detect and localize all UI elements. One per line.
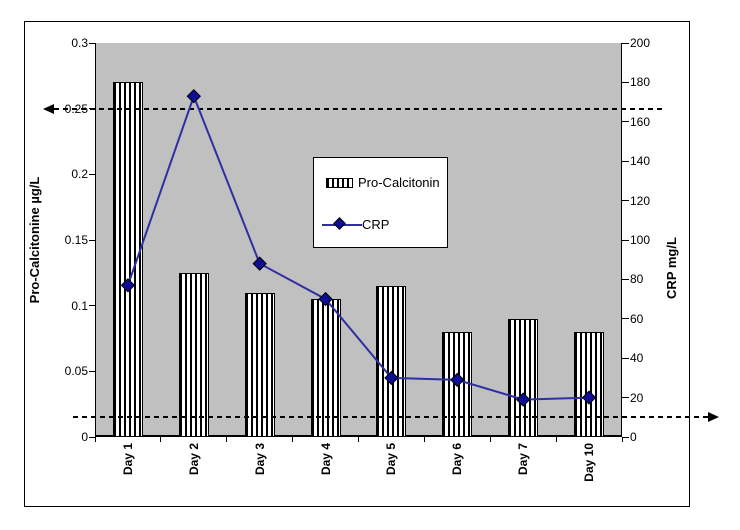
left-axis-tick-label: 0 <box>81 430 88 444</box>
bar-day-10 <box>574 331 605 437</box>
legend: Pro-Calcitonin CRP <box>313 157 448 248</box>
bar-day-1 <box>112 82 143 437</box>
left-axis-tick-label: 0.2 <box>71 167 88 182</box>
right-axis-tick-label: 180 <box>630 75 651 90</box>
right-axis-tick-label: 40 <box>630 351 644 366</box>
x-axis-label: Day 4 <box>318 443 333 476</box>
right-axis-tick-label: 80 <box>630 272 644 287</box>
crp-marker <box>252 256 267 271</box>
crp-marker <box>318 291 333 307</box>
legend-bar-swatch-icon <box>326 178 353 188</box>
reference-line-lower <box>73 416 708 419</box>
right-axis-tick <box>622 121 629 123</box>
right-axis-tick-label: 0 <box>630 430 637 444</box>
x-axis-tick <box>358 437 359 442</box>
left-axis-tick <box>89 305 95 307</box>
bar-day-3 <box>244 292 275 437</box>
arrow-right-icon <box>708 412 719 423</box>
bar-day-6 <box>442 331 473 437</box>
right-axis-tick-label: 140 <box>630 154 651 169</box>
x-axis-label: Day 2 <box>186 443 201 476</box>
left-axis-tick <box>89 173 95 175</box>
x-axis-tick <box>292 437 294 442</box>
right-axis-tick <box>622 436 629 438</box>
crp-line <box>126 93 590 401</box>
right-axis-tick <box>622 160 629 162</box>
bar-day-2 <box>178 272 209 437</box>
crp-marker <box>186 88 202 104</box>
left-axis-tick <box>89 436 95 438</box>
x-axis-tick <box>94 437 96 442</box>
left-axis-tick-label: 0.25 <box>64 101 88 116</box>
right-axis-tick-label: 20 <box>630 390 644 405</box>
x-axis-tick <box>423 437 425 442</box>
left-axis-tick <box>89 370 95 372</box>
crp-marker <box>384 370 399 386</box>
x-axis-label: Day 6 <box>450 443 465 476</box>
right-axis-tick <box>622 318 629 320</box>
right-axis-tick-label: 200 <box>630 36 651 50</box>
legend-label-crp: CRP <box>362 217 390 232</box>
right-axis-tick-label: 60 <box>630 311 644 326</box>
right-axis-tick <box>622 81 629 83</box>
left-axis-tick-label: 0.05 <box>64 364 88 379</box>
crp-marker <box>581 390 597 405</box>
crp-marker <box>450 372 465 388</box>
left-axis-tick <box>89 239 95 241</box>
x-axis-label: Day 10 <box>582 443 597 482</box>
x-axis-label: Day 5 <box>384 443 399 476</box>
x-axis-label: Day 7 <box>516 443 531 476</box>
right-axis-tick <box>622 397 629 399</box>
right-axis-tick <box>622 278 629 280</box>
x-axis-tick <box>555 437 557 442</box>
x-axis-tick <box>621 437 623 442</box>
right-axis-tick <box>622 42 629 44</box>
arrow-left-icon <box>43 103 54 114</box>
x-axis-tick <box>489 437 491 442</box>
crp-marker <box>515 392 531 407</box>
right-axis-tick <box>622 357 629 359</box>
diamond-marker-icon <box>333 217 346 230</box>
x-axis-tick <box>160 437 162 442</box>
right-axis-tick-label: 160 <box>630 114 651 129</box>
crp-line-layer <box>120 88 597 407</box>
crp-marker <box>120 278 136 293</box>
bar-day-4 <box>310 299 341 437</box>
x-axis-label: Day 1 <box>120 443 135 476</box>
right-axis-tick <box>622 239 629 241</box>
reference-line-upper <box>54 107 665 110</box>
right-axis-tick-label: 100 <box>630 233 651 247</box>
x-axis-tick <box>226 437 228 442</box>
x-axis-label: Day 3 <box>252 443 267 476</box>
left-axis-tick-label: 0.1 <box>71 298 88 313</box>
legend-label-pro-calcitonin: Pro-Calcitonin <box>358 175 440 190</box>
left-axis-tick <box>89 42 95 44</box>
right-axis-tick <box>622 200 629 202</box>
left-axis-tick-label: 0.15 <box>64 233 88 247</box>
right-axis-tick-label: 120 <box>630 193 651 208</box>
left-axis-tick-label: 0.3 <box>71 36 88 50</box>
